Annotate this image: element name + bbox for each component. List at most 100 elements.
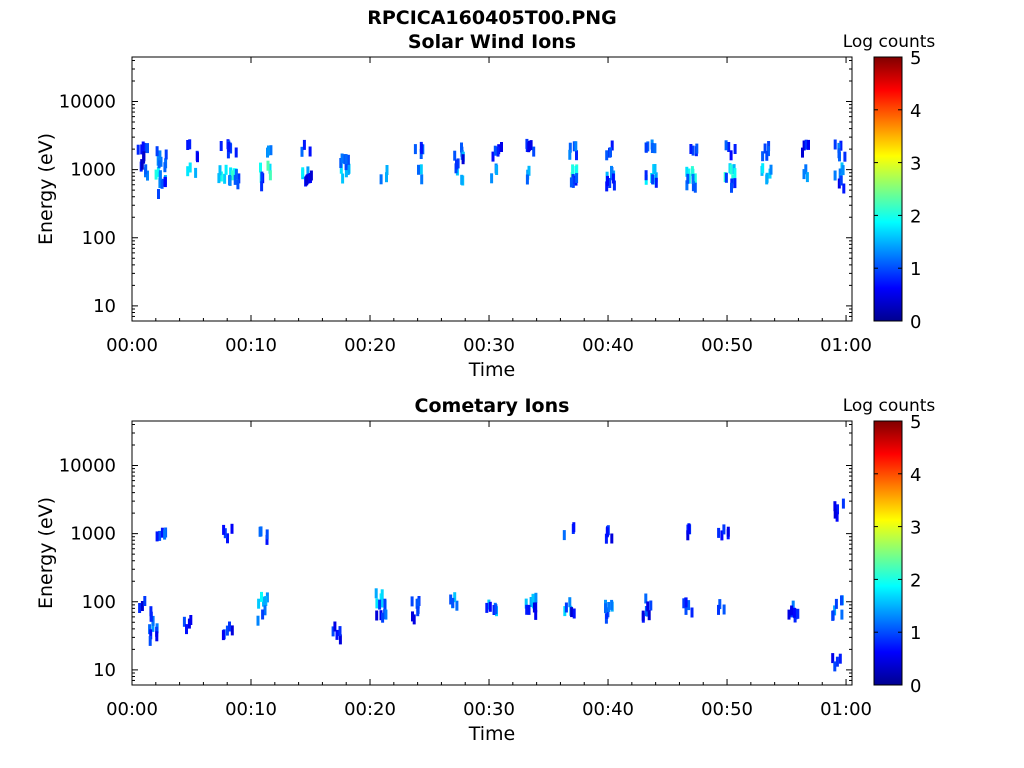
data-cell	[761, 151, 765, 162]
data-cell	[217, 173, 221, 184]
data-cell	[383, 598, 387, 609]
data-cell	[568, 142, 572, 153]
data-cell	[157, 189, 160, 199]
data-cell	[146, 143, 149, 154]
data-cell	[305, 175, 309, 186]
data-cell	[684, 597, 688, 608]
data-cell	[838, 653, 842, 664]
data-cell	[188, 162, 192, 173]
data-cell	[570, 607, 574, 618]
data-cell	[831, 653, 835, 664]
data-cell	[685, 166, 689, 177]
data-cell	[228, 175, 232, 186]
data-cell	[338, 634, 342, 645]
data-cell	[417, 164, 420, 175]
data-cell	[461, 154, 465, 165]
data-cell	[333, 621, 337, 632]
data-cell	[525, 174, 529, 185]
data-cell	[230, 625, 234, 636]
data-cell	[802, 169, 806, 180]
data-cell	[265, 529, 269, 540]
data-cell	[226, 148, 230, 159]
data-cell	[524, 598, 528, 609]
data-cell	[653, 143, 657, 154]
data-cell	[410, 596, 414, 607]
data-cell	[765, 174, 769, 185]
colorbar-tick-label: 3	[910, 518, 921, 539]
data-cell	[733, 178, 737, 189]
data-cell	[182, 616, 186, 627]
data-cell	[604, 603, 607, 614]
colorbar-label: Log counts	[843, 32, 936, 52]
data-cell	[375, 598, 379, 609]
data-cell	[331, 626, 335, 637]
data-cell	[727, 142, 731, 152]
data-cell	[842, 183, 846, 194]
data-cell	[257, 598, 261, 609]
data-cell	[490, 173, 494, 184]
colorbar-tick-label: 1	[910, 623, 921, 644]
data-cell	[157, 158, 161, 169]
data-cell	[460, 174, 464, 185]
data-cell	[492, 605, 496, 615]
data-cell	[612, 180, 616, 191]
data-cell	[155, 146, 159, 157]
data-cell	[155, 631, 159, 642]
data-cell	[527, 165, 531, 176]
data-cell	[568, 597, 572, 608]
data-cell	[733, 168, 737, 179]
data-cell	[605, 181, 609, 192]
data-cell	[839, 175, 843, 186]
data-cell	[148, 624, 152, 635]
data-cell	[194, 167, 198, 178]
x-tick-label: 00:40	[582, 335, 634, 356]
data-cell	[569, 177, 573, 188]
data-cell	[302, 139, 306, 150]
data-cell	[344, 160, 348, 171]
data-cell	[534, 609, 538, 620]
data-cell	[831, 610, 835, 621]
data-cell	[186, 166, 190, 177]
data-cell	[611, 173, 615, 184]
data-cell	[460, 142, 463, 153]
data-cell	[562, 530, 566, 541]
data-cell	[574, 141, 578, 152]
data-cell	[451, 597, 455, 608]
data-cell	[226, 533, 229, 544]
x-tick-label: 01:00	[820, 335, 872, 356]
data-cell	[691, 168, 695, 179]
data-cell	[610, 165, 613, 176]
data-cell	[767, 146, 770, 157]
data-cell	[259, 526, 263, 537]
x-tick-label: 00:10	[225, 699, 277, 720]
data-cell	[720, 530, 724, 541]
data-cell	[151, 621, 155, 632]
colorbar-tick-label: 1	[910, 259, 921, 280]
data-cell	[840, 609, 844, 620]
data-cell	[158, 177, 162, 188]
data-cell	[651, 174, 655, 185]
data-cell	[149, 606, 153, 617]
data-cell	[610, 599, 614, 610]
data-cell	[686, 173, 690, 184]
data-cell	[532, 602, 536, 613]
data-cell	[338, 626, 342, 637]
data-cell	[836, 504, 839, 515]
x-tick-label: 00:40	[582, 699, 634, 720]
data-cell	[300, 146, 304, 157]
data-cell	[684, 604, 688, 615]
data-cell	[420, 174, 424, 185]
data-cell	[412, 614, 416, 625]
x-tick-label: 00:50	[701, 335, 753, 356]
data-cell	[379, 174, 383, 185]
data-cell	[527, 604, 531, 615]
x-tick-label: 00:30	[463, 699, 515, 720]
data-cell	[687, 173, 691, 184]
data-cell	[787, 609, 791, 620]
data-cell	[654, 177, 658, 188]
data-cell	[375, 610, 379, 621]
data-cell	[796, 608, 800, 619]
data-cell	[221, 630, 225, 641]
data-cell	[374, 588, 378, 599]
data-cell	[494, 604, 498, 615]
